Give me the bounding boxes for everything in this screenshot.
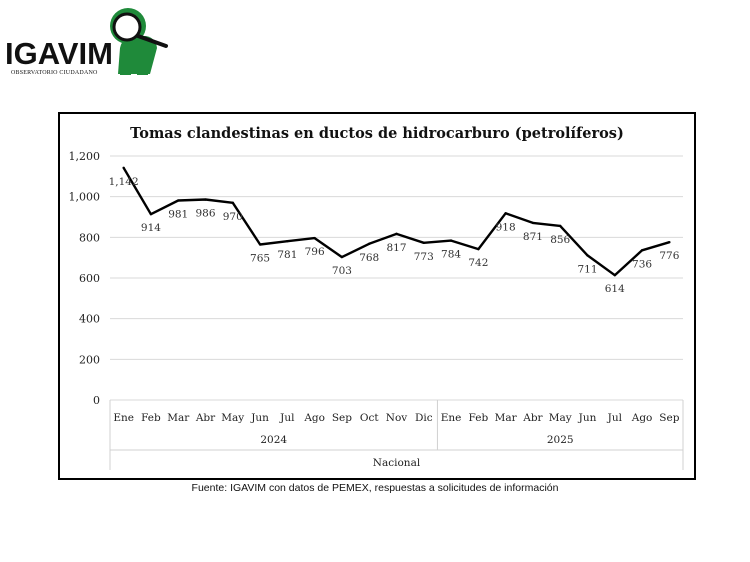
data-label: 711 — [577, 263, 597, 275]
x-tick-label: Ago — [303, 412, 325, 424]
data-label: 918 — [496, 221, 516, 233]
data-point — [613, 273, 616, 277]
data-point — [477, 247, 480, 251]
data-label: 970 — [223, 211, 243, 223]
igavim-logo: IGAVIM OBSERVATORIO CIUDADANO — [0, 0, 175, 80]
chart-container: Tomas clandestinas en ductos de hidrocar… — [58, 112, 696, 480]
y-tick-label: 400 — [79, 313, 100, 326]
x-tick-label: Mar — [167, 412, 190, 424]
x-tick-label: Oct — [360, 412, 379, 424]
data-point — [640, 249, 644, 252]
y-tick-label: 600 — [79, 272, 100, 285]
data-label: 776 — [659, 250, 679, 262]
outer-group-label: Nacional — [373, 457, 421, 469]
data-point — [204, 198, 207, 201]
series-line — [122, 167, 670, 277]
data-point — [586, 254, 589, 257]
data-label: 773 — [414, 251, 434, 263]
x-tick-label: Dic — [415, 412, 433, 424]
data-label: 784 — [441, 249, 461, 261]
x-tick-label: May — [549, 412, 572, 424]
y-tick-label: 800 — [79, 231, 100, 244]
data-label: 765 — [250, 252, 270, 264]
data-label: 914 — [141, 222, 161, 234]
group-label: 2025 — [547, 434, 574, 446]
data-point — [531, 221, 535, 225]
data-point — [449, 239, 453, 242]
data-label: 796 — [305, 246, 325, 258]
x-tick-label: Abr — [195, 412, 216, 424]
data-point — [286, 239, 289, 243]
data-point — [313, 236, 316, 240]
x-tick-label: Jul — [279, 412, 295, 424]
logo-wordmark: IGAVIM — [5, 36, 113, 71]
data-label: 986 — [195, 208, 215, 220]
data-point — [368, 242, 371, 246]
group-label: 2024 — [260, 434, 287, 446]
x-tick-label: Ene — [113, 412, 134, 424]
data-point — [504, 212, 507, 215]
x-tick-label: Jul — [607, 412, 623, 424]
data-point — [231, 201, 234, 204]
data-label: 1,142 — [109, 176, 139, 188]
data-label: 817 — [386, 242, 406, 254]
x-tick-label: Ene — [441, 412, 462, 424]
y-tick-label: 200 — [79, 353, 100, 366]
y-tick-label: 0 — [93, 394, 100, 407]
x-tick-label: Jun — [578, 412, 597, 424]
x-tick-label: Feb — [141, 412, 161, 424]
data-point — [258, 243, 262, 246]
source-caption: Fuente: IGAVIM con datos de PEMEX, respu… — [191, 482, 559, 494]
data-point — [340, 255, 344, 259]
x-tick-label: Abr — [522, 412, 543, 424]
x-tick-label: Ago — [631, 412, 653, 424]
detective-mascot-icon — [110, 8, 168, 75]
data-point — [422, 241, 425, 245]
data-point — [395, 232, 398, 236]
logo-subtitle: OBSERVATORIO CIUDADANO — [11, 70, 98, 76]
data-point — [668, 241, 671, 244]
line-chart: Tomas clandestinas en ductos de hidrocar… — [69, 125, 684, 470]
chart-title: Tomas clandestinas en ductos de hidrocar… — [130, 125, 624, 142]
x-tick-label: Sep — [332, 412, 352, 424]
y-tick-label: 1,000 — [69, 191, 101, 204]
data-label: 703 — [332, 265, 352, 277]
data-label: 736 — [632, 258, 652, 270]
data-label: 781 — [277, 249, 297, 261]
data-point — [149, 212, 153, 216]
data-label: 768 — [359, 252, 379, 264]
y-tick-label: 1,200 — [69, 150, 101, 163]
data-label: 871 — [523, 231, 543, 243]
x-tick-label: Jun — [250, 412, 269, 424]
x-tick-label: May — [221, 412, 244, 424]
data-label: 614 — [605, 283, 625, 295]
data-label: 856 — [550, 234, 570, 246]
x-tick-label: Sep — [659, 412, 679, 424]
data-point — [122, 166, 125, 169]
data-point — [559, 224, 562, 228]
data-point — [177, 199, 180, 202]
data-label: 981 — [168, 209, 188, 221]
x-tick-label: Feb — [469, 412, 489, 424]
x-tick-label: Mar — [495, 412, 518, 424]
x-tick-label: Nov — [386, 412, 408, 424]
data-label: 742 — [468, 257, 488, 269]
